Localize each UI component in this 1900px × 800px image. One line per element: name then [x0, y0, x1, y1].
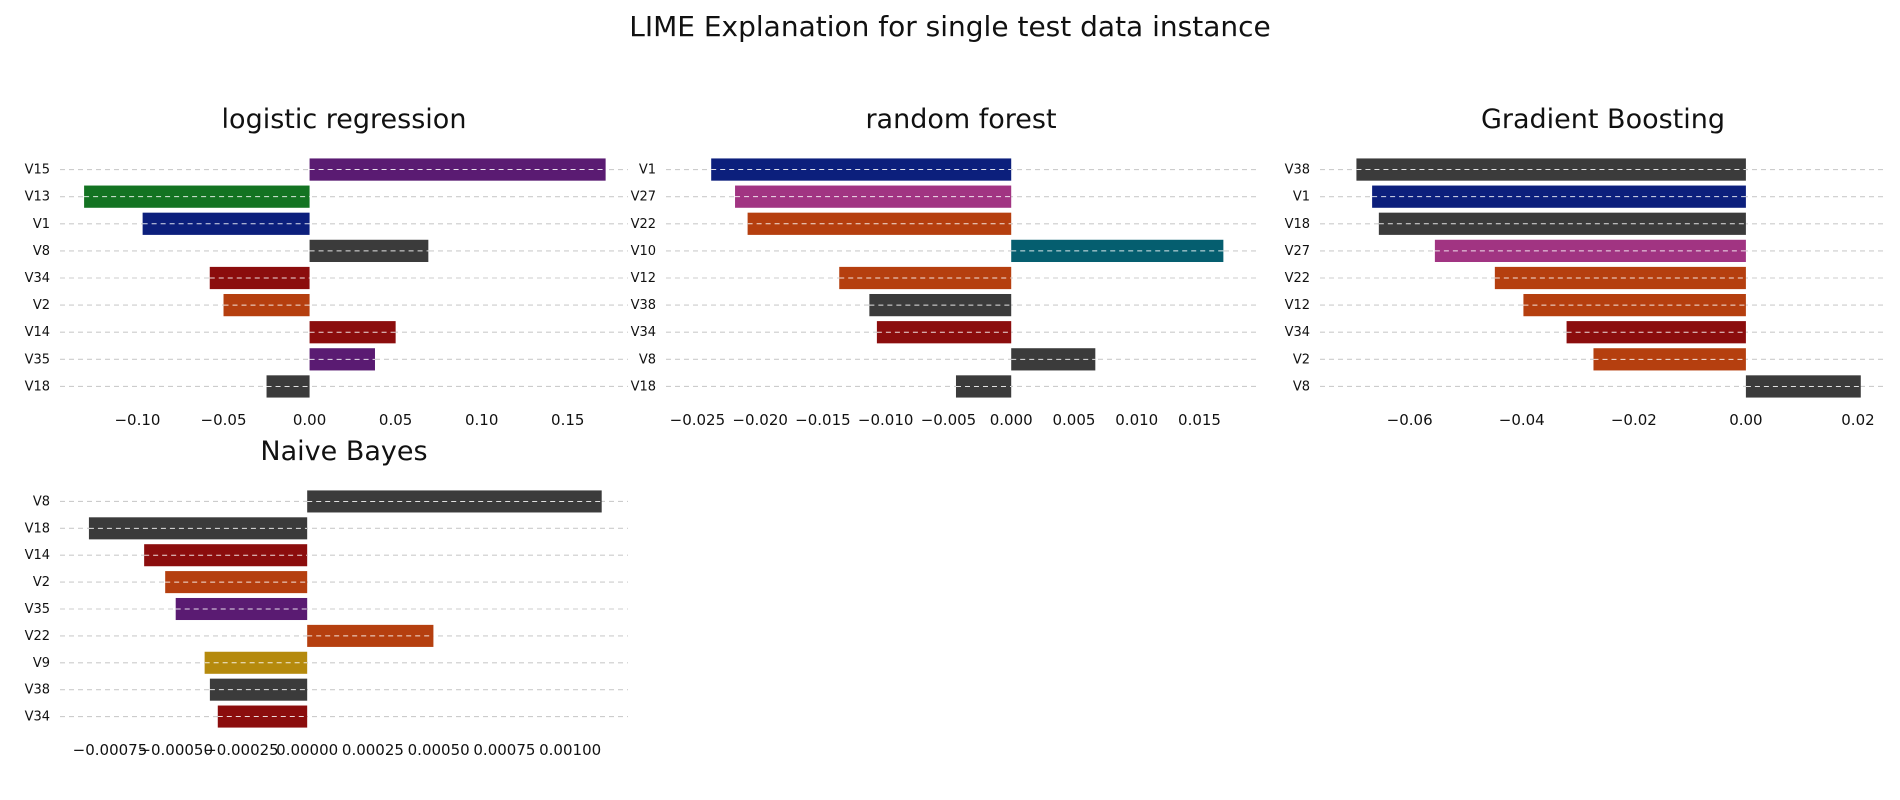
x-tick-label: 0.00000 — [276, 741, 338, 759]
category-label: V14 — [25, 548, 50, 563]
bar — [869, 293, 1012, 317]
bar — [309, 239, 429, 263]
x-tick-label: −0.00025 — [204, 741, 279, 759]
category-label: V34 — [25, 710, 50, 725]
category-label: V38 — [1285, 163, 1310, 178]
x-tick-label: −0.06 — [1387, 411, 1433, 429]
bar — [1372, 185, 1746, 208]
bar — [309, 321, 396, 344]
category-label: V22 — [1285, 271, 1310, 286]
x-tick-label: 0.015 — [1178, 411, 1221, 429]
category-label: V27 — [631, 190, 656, 205]
x-tick-label: 0.010 — [1115, 411, 1158, 429]
category-label: V18 — [25, 379, 50, 394]
x-tick-label: 0.00 — [1729, 411, 1762, 429]
x-tick-label: −0.015 — [795, 411, 851, 429]
x-tick-label: 0.00025 — [342, 741, 404, 759]
x-tick-label: 0.10 — [465, 411, 498, 429]
category-label: V2 — [1293, 352, 1310, 367]
category-label: V34 — [25, 271, 50, 286]
chart-panel: Gradient Boosting V38 V1 V18 V27 V22 V12 V34 V2 V… — [1285, 104, 1886, 429]
x-tick-label: −0.04 — [1499, 411, 1545, 429]
x-tick-label: 0.00100 — [539, 741, 601, 759]
x-tick-label: 0.00075 — [473, 741, 535, 759]
category-label: V8 — [33, 244, 50, 259]
category-label: V22 — [631, 217, 656, 232]
bar — [1356, 158, 1746, 181]
bar — [204, 651, 308, 674]
category-label: V35 — [25, 602, 50, 617]
chart-title: Gradient Boosting — [1481, 104, 1725, 135]
x-tick-label: −0.00075 — [73, 741, 148, 759]
chart-panel: random forest V1 V27 V22 V10 V12 V38 V34 V8 V18 −0… — [631, 104, 1256, 429]
category-label: V13 — [25, 190, 50, 205]
chart-title: logistic regression — [222, 104, 467, 135]
x-tick-label: 0.00 — [293, 411, 326, 429]
bar — [1011, 348, 1096, 371]
figure-title: LIME Explanation for single test data in… — [629, 10, 1271, 43]
category-label: V2 — [33, 575, 50, 590]
bar — [747, 212, 1012, 235]
bar — [1011, 239, 1224, 263]
category-label: V27 — [1285, 244, 1310, 259]
x-tick-label: −0.05 — [201, 411, 247, 429]
x-tick-label: −0.005 — [921, 411, 977, 429]
category-label: V22 — [25, 629, 50, 644]
category-label: V12 — [1285, 298, 1310, 313]
chart-title: random forest — [865, 104, 1056, 135]
x-tick-label: 0.05 — [379, 411, 412, 429]
category-label: V8 — [639, 352, 656, 367]
x-tick-label: 0.00050 — [408, 741, 470, 759]
category-label: V1 — [33, 217, 50, 232]
category-label: V2 — [33, 298, 50, 313]
category-label: V8 — [1293, 379, 1310, 394]
bar — [1566, 321, 1746, 344]
x-tick-label: 0.005 — [1053, 411, 1096, 429]
x-tick-label: −0.010 — [858, 411, 914, 429]
bar — [309, 348, 375, 371]
bar — [1494, 266, 1746, 290]
category-label: V9 — [33, 656, 50, 671]
x-tick-label: 0.15 — [551, 411, 584, 429]
x-tick-label: −0.00050 — [138, 741, 213, 759]
category-label: V8 — [33, 494, 50, 509]
bar — [223, 293, 310, 317]
category-label: V10 — [631, 244, 656, 259]
chart-panel: Naive Bayes V8 V18 V14 V2 V35 V22 V9 V38 V34 −0.00… — [25, 436, 628, 759]
bar — [165, 571, 308, 594]
category-label: V35 — [25, 352, 50, 367]
x-tick-label: −0.025 — [670, 411, 726, 429]
category-label: V12 — [631, 271, 656, 286]
chart-panel: logistic regression V15 V13 V1 V8 V34 V2 V14 V35… — [25, 104, 628, 429]
x-tick-label: −0.02 — [1611, 411, 1657, 429]
category-label: V15 — [25, 163, 50, 178]
x-tick-label: 0.02 — [1841, 411, 1874, 429]
x-tick-label: −0.020 — [732, 411, 788, 429]
category-label: V1 — [1293, 190, 1310, 205]
chart-title: Naive Bayes — [260, 436, 427, 467]
category-label: V18 — [25, 521, 50, 536]
category-label: V38 — [631, 298, 656, 313]
category-label: V1 — [639, 163, 656, 178]
category-label: V34 — [1285, 325, 1310, 340]
category-label: V18 — [1285, 217, 1310, 232]
category-label: V14 — [25, 325, 50, 340]
category-label: V38 — [25, 683, 50, 698]
bar — [711, 158, 1012, 181]
category-label: V34 — [631, 325, 656, 340]
x-tick-label: −0.10 — [114, 411, 160, 429]
bar — [217, 705, 308, 728]
x-tick-label: 0.000 — [990, 411, 1033, 429]
category-label: V18 — [631, 379, 656, 394]
